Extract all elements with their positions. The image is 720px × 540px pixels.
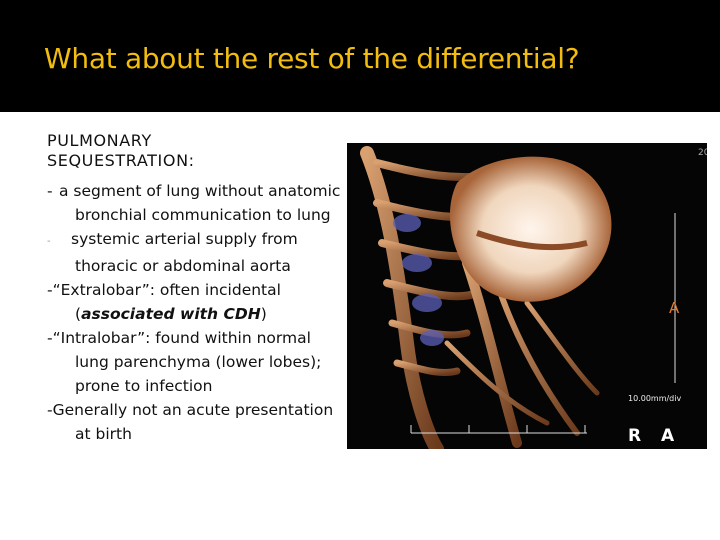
bullet-item: - systemic arterial supply from thoracic …	[47, 227, 347, 278]
bullet-marker: -	[47, 236, 51, 247]
bullet-text: “Intralobar”: found within normal lung p…	[52, 329, 322, 395]
bullet-text: “Extralobar”: often incidental (	[52, 281, 281, 323]
bullet-text: )	[260, 305, 267, 323]
title-band	[0, 0, 720, 112]
figure-label: R	[628, 426, 641, 446]
figure-label: 10.00mm/div	[628, 394, 681, 403]
bullet-text: systemic arterial supply from thoracic o…	[71, 230, 298, 275]
figure-label: 20	[698, 148, 707, 158]
bullet-item: -“Extralobar”: often incidental (associa…	[47, 278, 347, 326]
bullet-text: Generally not an acute presentation at b…	[52, 401, 334, 443]
bullet-item: -Generally not an acute presentation at …	[47, 398, 347, 446]
figure-label: A	[669, 299, 680, 317]
bullet-list: -a segment of lung without anatomic bron…	[47, 179, 347, 446]
figure-label: A	[661, 426, 675, 446]
text-block: PULMONARY SEQUESTRATION: -a segment of l…	[47, 131, 347, 446]
bullet-marker: -	[47, 182, 53, 200]
bullet-emphasis: associated with CDH	[81, 305, 261, 323]
ct-image: 20 A 10.00mm/div R A	[347, 143, 707, 449]
bullet-marker: -	[47, 401, 53, 419]
bullet-marker: -	[47, 281, 53, 299]
bullet-item: -“Intralobar”: found within normal lung …	[47, 326, 347, 398]
section-heading: PULMONARY SEQUESTRATION:	[47, 131, 195, 170]
bullet-marker: -	[47, 329, 53, 347]
bullet-item: -a segment of lung without anatomic bron…	[47, 179, 347, 227]
bullet-text: a segment of lung without anatomic bronc…	[59, 182, 341, 224]
slide-title: What about the rest of the differential?	[44, 42, 580, 75]
